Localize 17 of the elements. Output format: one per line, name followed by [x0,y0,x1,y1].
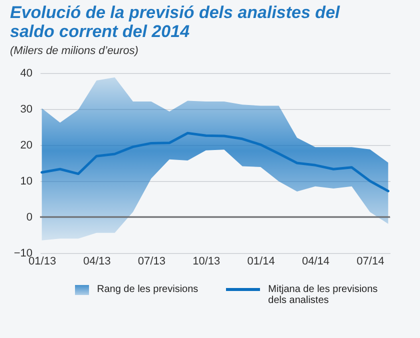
x-tick-label: 07/13 [138,256,166,268]
x-tick-label: 01/13 [28,256,56,268]
x-tick-label: 07/14 [356,256,384,268]
x-tick-label: 04/13 [83,256,111,268]
y-tick-label: 10 [20,176,32,188]
legend-label: Mitjana de les previsions dels analistes [268,284,379,306]
y-tick-label: 20 [20,140,32,152]
chart-subtitle: (Milers de milions d’euros) [10,45,138,57]
x-tick-label: 01/14 [247,256,275,268]
text: Rang de les previsions [97,284,198,295]
y-tick-label: 30 [20,104,32,116]
line-series [40,132,390,192]
x-tick-label: 04/14 [302,256,330,268]
x-tick-label: 10/13 [192,256,220,268]
y-tick-label: 40 [20,68,32,80]
y-tick-label: 0 [26,212,32,224]
chart-title: Evolució de la previsió dels analistes del saldo corrent del 2014 [10,3,340,41]
